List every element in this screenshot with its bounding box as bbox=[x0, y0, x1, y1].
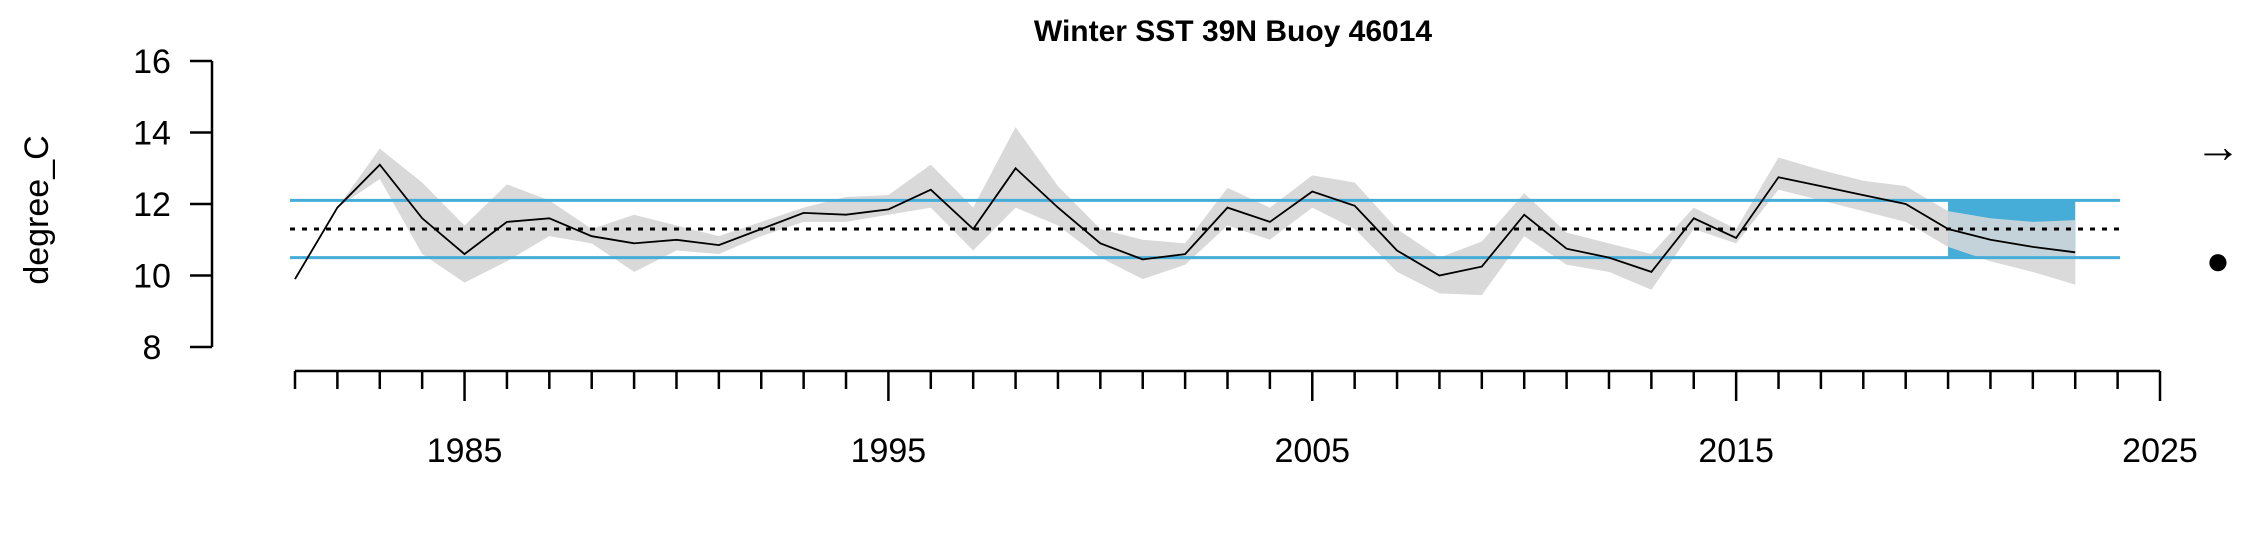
x-tick-label: 2005 bbox=[1274, 432, 1350, 470]
series-layer bbox=[294, 163, 2076, 280]
y-axis-label: degree_C bbox=[18, 135, 56, 284]
recent-window-band bbox=[1948, 211, 2076, 285]
y-tick-label: 16 bbox=[133, 43, 171, 81]
x-tick-label: 1985 bbox=[427, 432, 503, 470]
x-tick-label: 1995 bbox=[851, 432, 927, 470]
x-tick-label: 2015 bbox=[1698, 432, 1774, 470]
uncertainty-band bbox=[295, 127, 2076, 296]
y-tick-label: 12 bbox=[133, 186, 171, 224]
mean-status-icon: ● bbox=[2206, 239, 2230, 283]
uncertainty-band-layer bbox=[295, 127, 2076, 296]
series-line bbox=[294, 163, 2076, 280]
x-axis: 1985 1995 2005 2015 2025 bbox=[293, 369, 2198, 470]
y-tick-label: 8 bbox=[143, 329, 162, 367]
chart-title: Winter SST 39N Buoy 46014 bbox=[1034, 15, 1433, 48]
reference-lines-layer bbox=[290, 198, 2120, 260]
y-tick-label: 10 bbox=[133, 258, 171, 296]
x-tick-label: 2025 bbox=[2122, 432, 2198, 470]
recent-window-layer bbox=[1948, 200, 2076, 285]
y-tick-label: 14 bbox=[133, 115, 171, 153]
trend-arrow-icon: → bbox=[2195, 120, 2241, 172]
y-axis: 8 10 12 14 16 bbox=[133, 43, 214, 367]
